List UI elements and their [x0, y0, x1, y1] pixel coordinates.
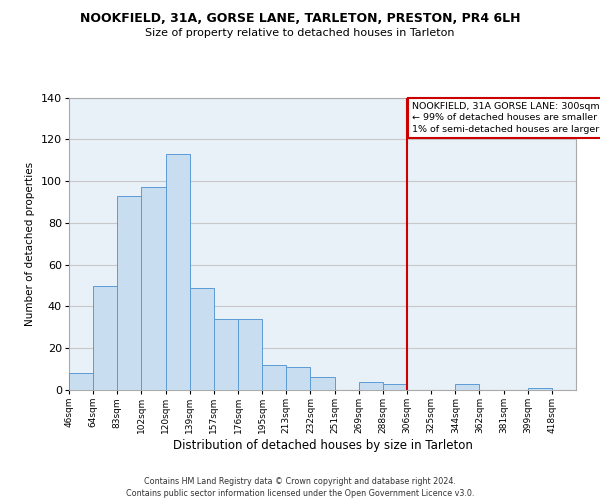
Text: NOOKFIELD, 31A GORSE LANE: 300sqm
← 99% of detached houses are smaller (510)
1% : NOOKFIELD, 31A GORSE LANE: 300sqm ← 99% …: [412, 102, 600, 134]
X-axis label: Distribution of detached houses by size in Tarleton: Distribution of detached houses by size …: [173, 439, 472, 452]
Bar: [528, 388, 552, 390]
Bar: [286, 367, 310, 390]
Y-axis label: Number of detached properties: Number of detached properties: [25, 162, 35, 326]
Bar: [214, 319, 238, 390]
Text: Size of property relative to detached houses in Tarleton: Size of property relative to detached ho…: [145, 28, 455, 38]
Bar: [166, 154, 190, 390]
Text: NOOKFIELD, 31A, GORSE LANE, TARLETON, PRESTON, PR4 6LH: NOOKFIELD, 31A, GORSE LANE, TARLETON, PR…: [80, 12, 520, 26]
Bar: [359, 382, 383, 390]
Bar: [142, 188, 166, 390]
Bar: [310, 378, 335, 390]
Text: Contains HM Land Registry data © Crown copyright and database right 2024.
Contai: Contains HM Land Registry data © Crown c…: [126, 476, 474, 498]
Bar: [238, 319, 262, 390]
Bar: [117, 196, 142, 390]
Bar: [262, 365, 286, 390]
Bar: [69, 374, 93, 390]
Bar: [190, 288, 214, 390]
Bar: [93, 286, 117, 390]
Bar: [383, 384, 407, 390]
Bar: [455, 384, 479, 390]
